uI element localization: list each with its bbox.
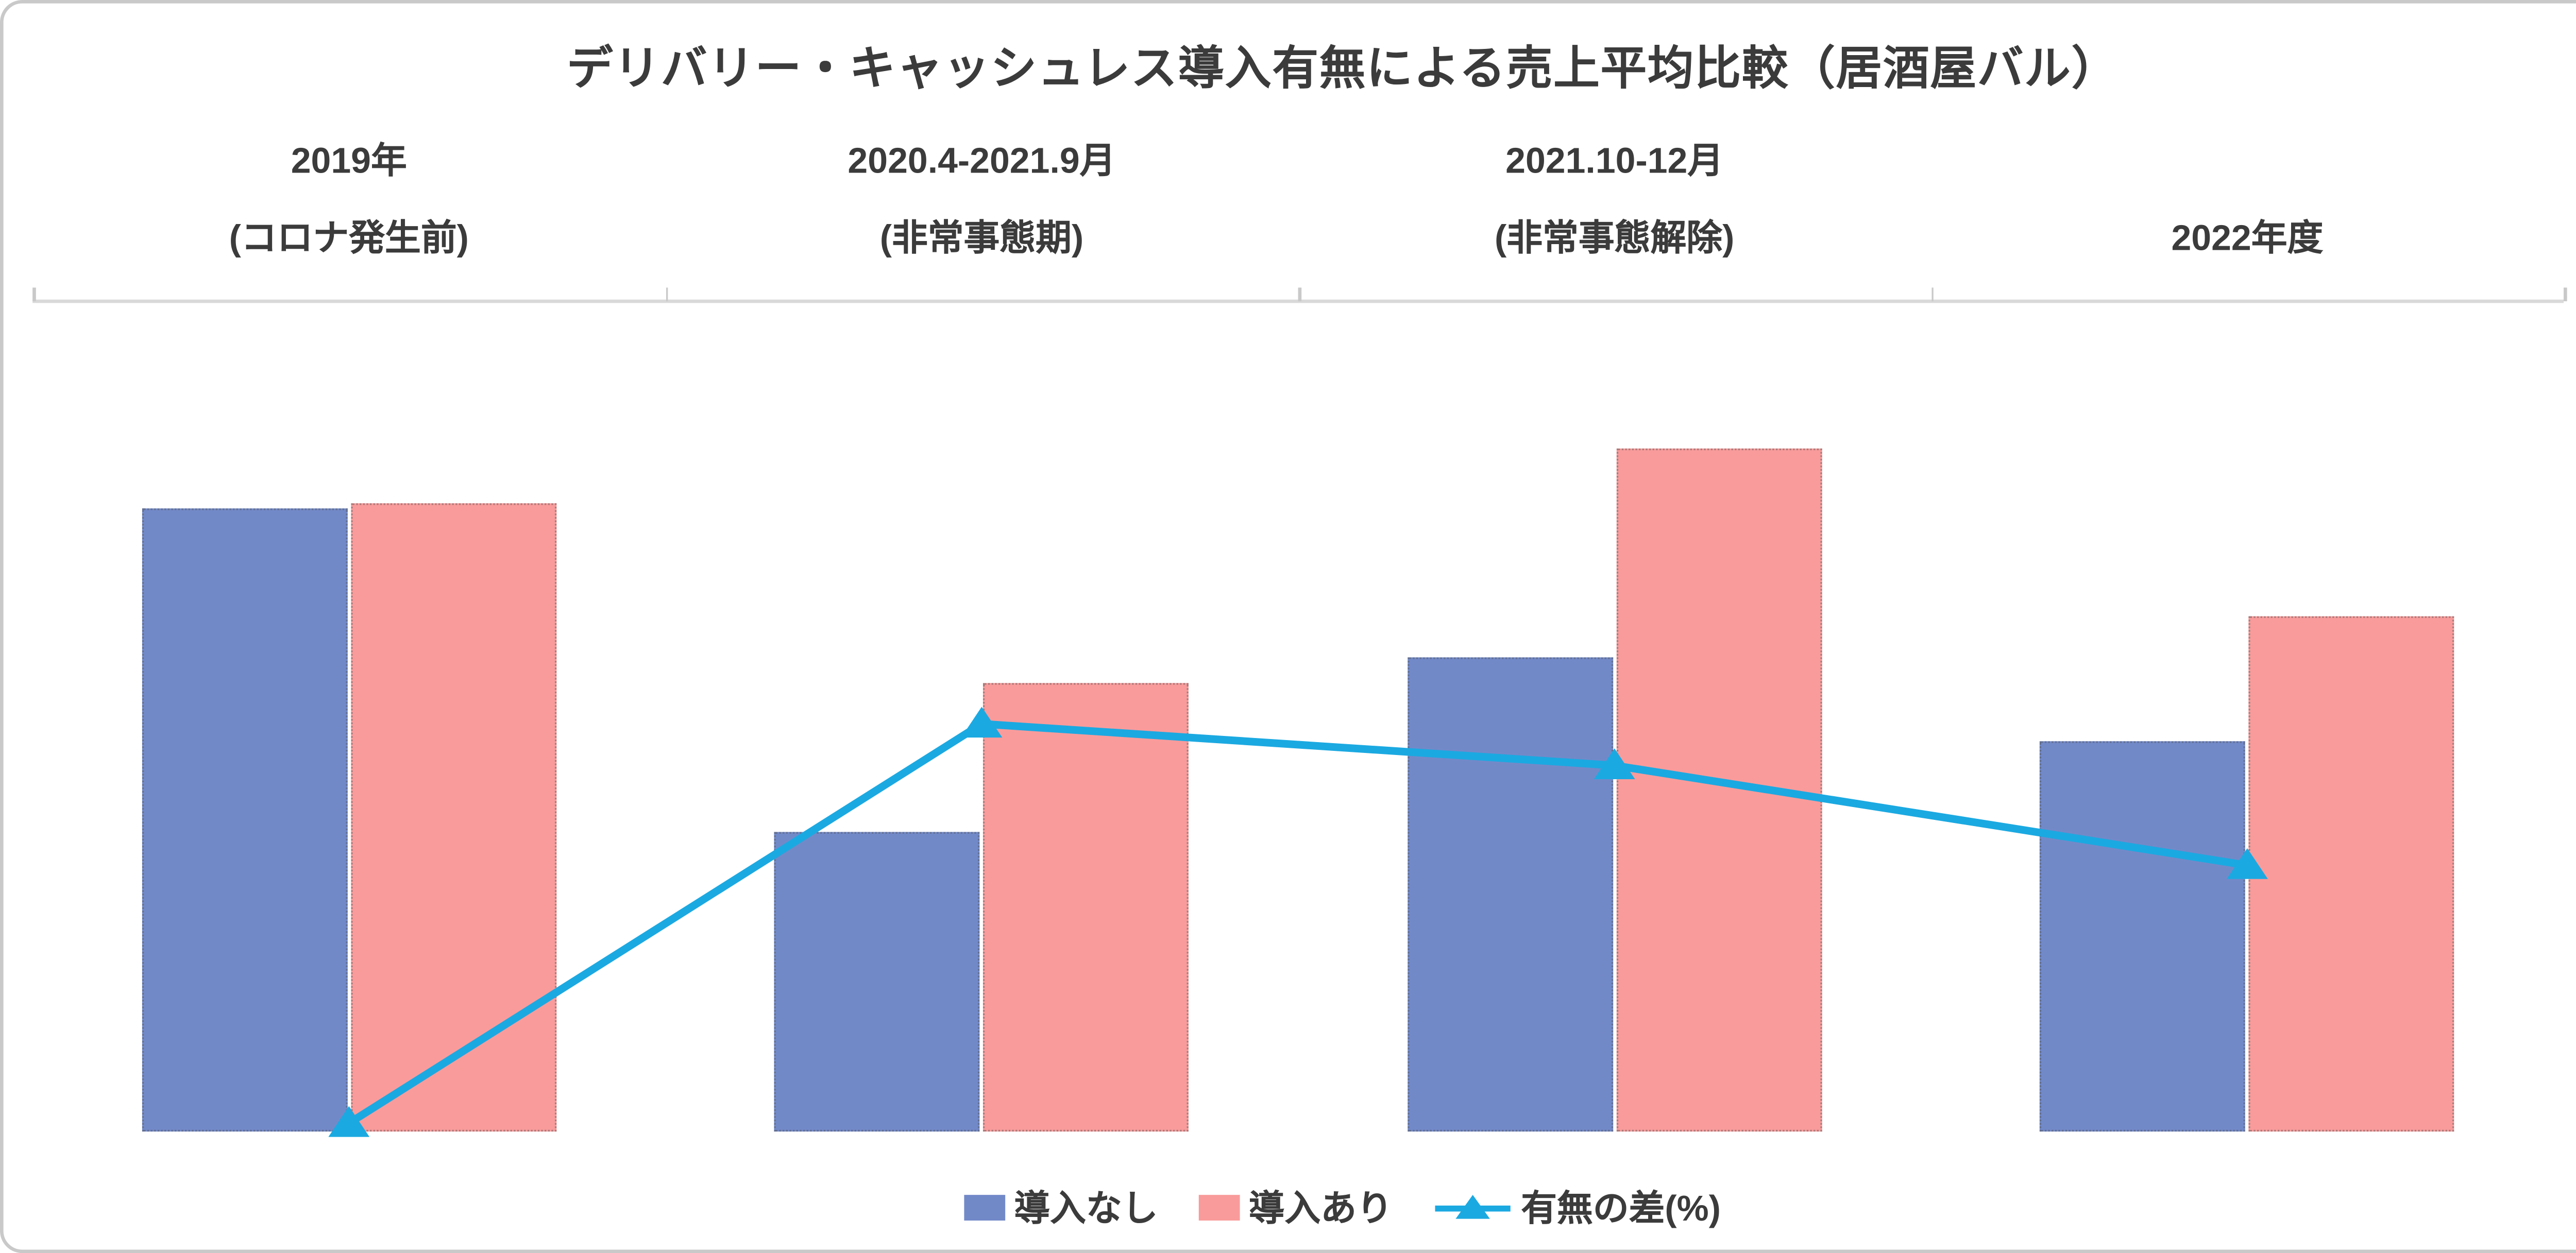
- bar-series-1: [142, 507, 347, 1132]
- category-axis-line: [32, 299, 2564, 302]
- axis-tick: [32, 287, 36, 302]
- axis-tick: [1298, 287, 1301, 302]
- legend-line-marker-icon: [1435, 1195, 1511, 1219]
- legend-item: 導入あり: [1199, 1181, 1393, 1233]
- category-label-line1: 2019年: [291, 141, 407, 181]
- bar-series-1: [774, 832, 980, 1132]
- category-label-line2: (非常事態期): [879, 218, 1084, 258]
- legend-label: 有無の差(%): [1521, 1190, 1721, 1229]
- category-label: 2020.4-2021.9月 (非常事態期): [665, 120, 1298, 274]
- axis-tick: [665, 287, 668, 302]
- legend-label: 導入あり: [1248, 1190, 1393, 1229]
- bar-series-2: [2249, 615, 2455, 1132]
- difference-line: [347, 719, 2248, 1127]
- axis-tick: [2563, 287, 2566, 302]
- category-label: 2019年 (コロナ発生前): [32, 120, 665, 274]
- bar-series-2: [1616, 449, 1822, 1132]
- legend-label: 導入なし: [1014, 1190, 1158, 1229]
- axis-tick: [1930, 287, 1934, 302]
- bar-series-1: [1407, 657, 1613, 1132]
- category-label-line2: 2022年度: [2171, 218, 2324, 258]
- category-label-line2: (非常事態解除): [1495, 218, 1735, 258]
- legend-item: 導入なし: [964, 1181, 1158, 1233]
- category-label-line1: 2021.10-12月: [1505, 141, 1724, 181]
- category-label: 2022年度: [1931, 120, 2564, 274]
- bar-series-1: [2040, 740, 2246, 1132]
- bar-series-2: [350, 503, 556, 1132]
- legend: 導入なし 導入あり 有無の差(%): [4, 1181, 2576, 1233]
- legend-swatch-icon: [964, 1194, 1006, 1220]
- category-label: 2021.10-12月 (非常事態解除): [1298, 120, 1931, 274]
- legend-item: 有無の差(%): [1434, 1181, 1721, 1233]
- chart-title: デリバリー・キャッシュレス導入有無による売上平均比較（居酒屋バル）: [566, 43, 2119, 94]
- category-label-line2: (コロナ発生前): [229, 218, 469, 258]
- category-label-line1: [1931, 120, 2564, 197]
- bar-series-2: [983, 682, 1189, 1132]
- legend-swatch-icon: [1199, 1194, 1241, 1220]
- category-label-line1: 2020.4-2021.9月: [848, 141, 1116, 181]
